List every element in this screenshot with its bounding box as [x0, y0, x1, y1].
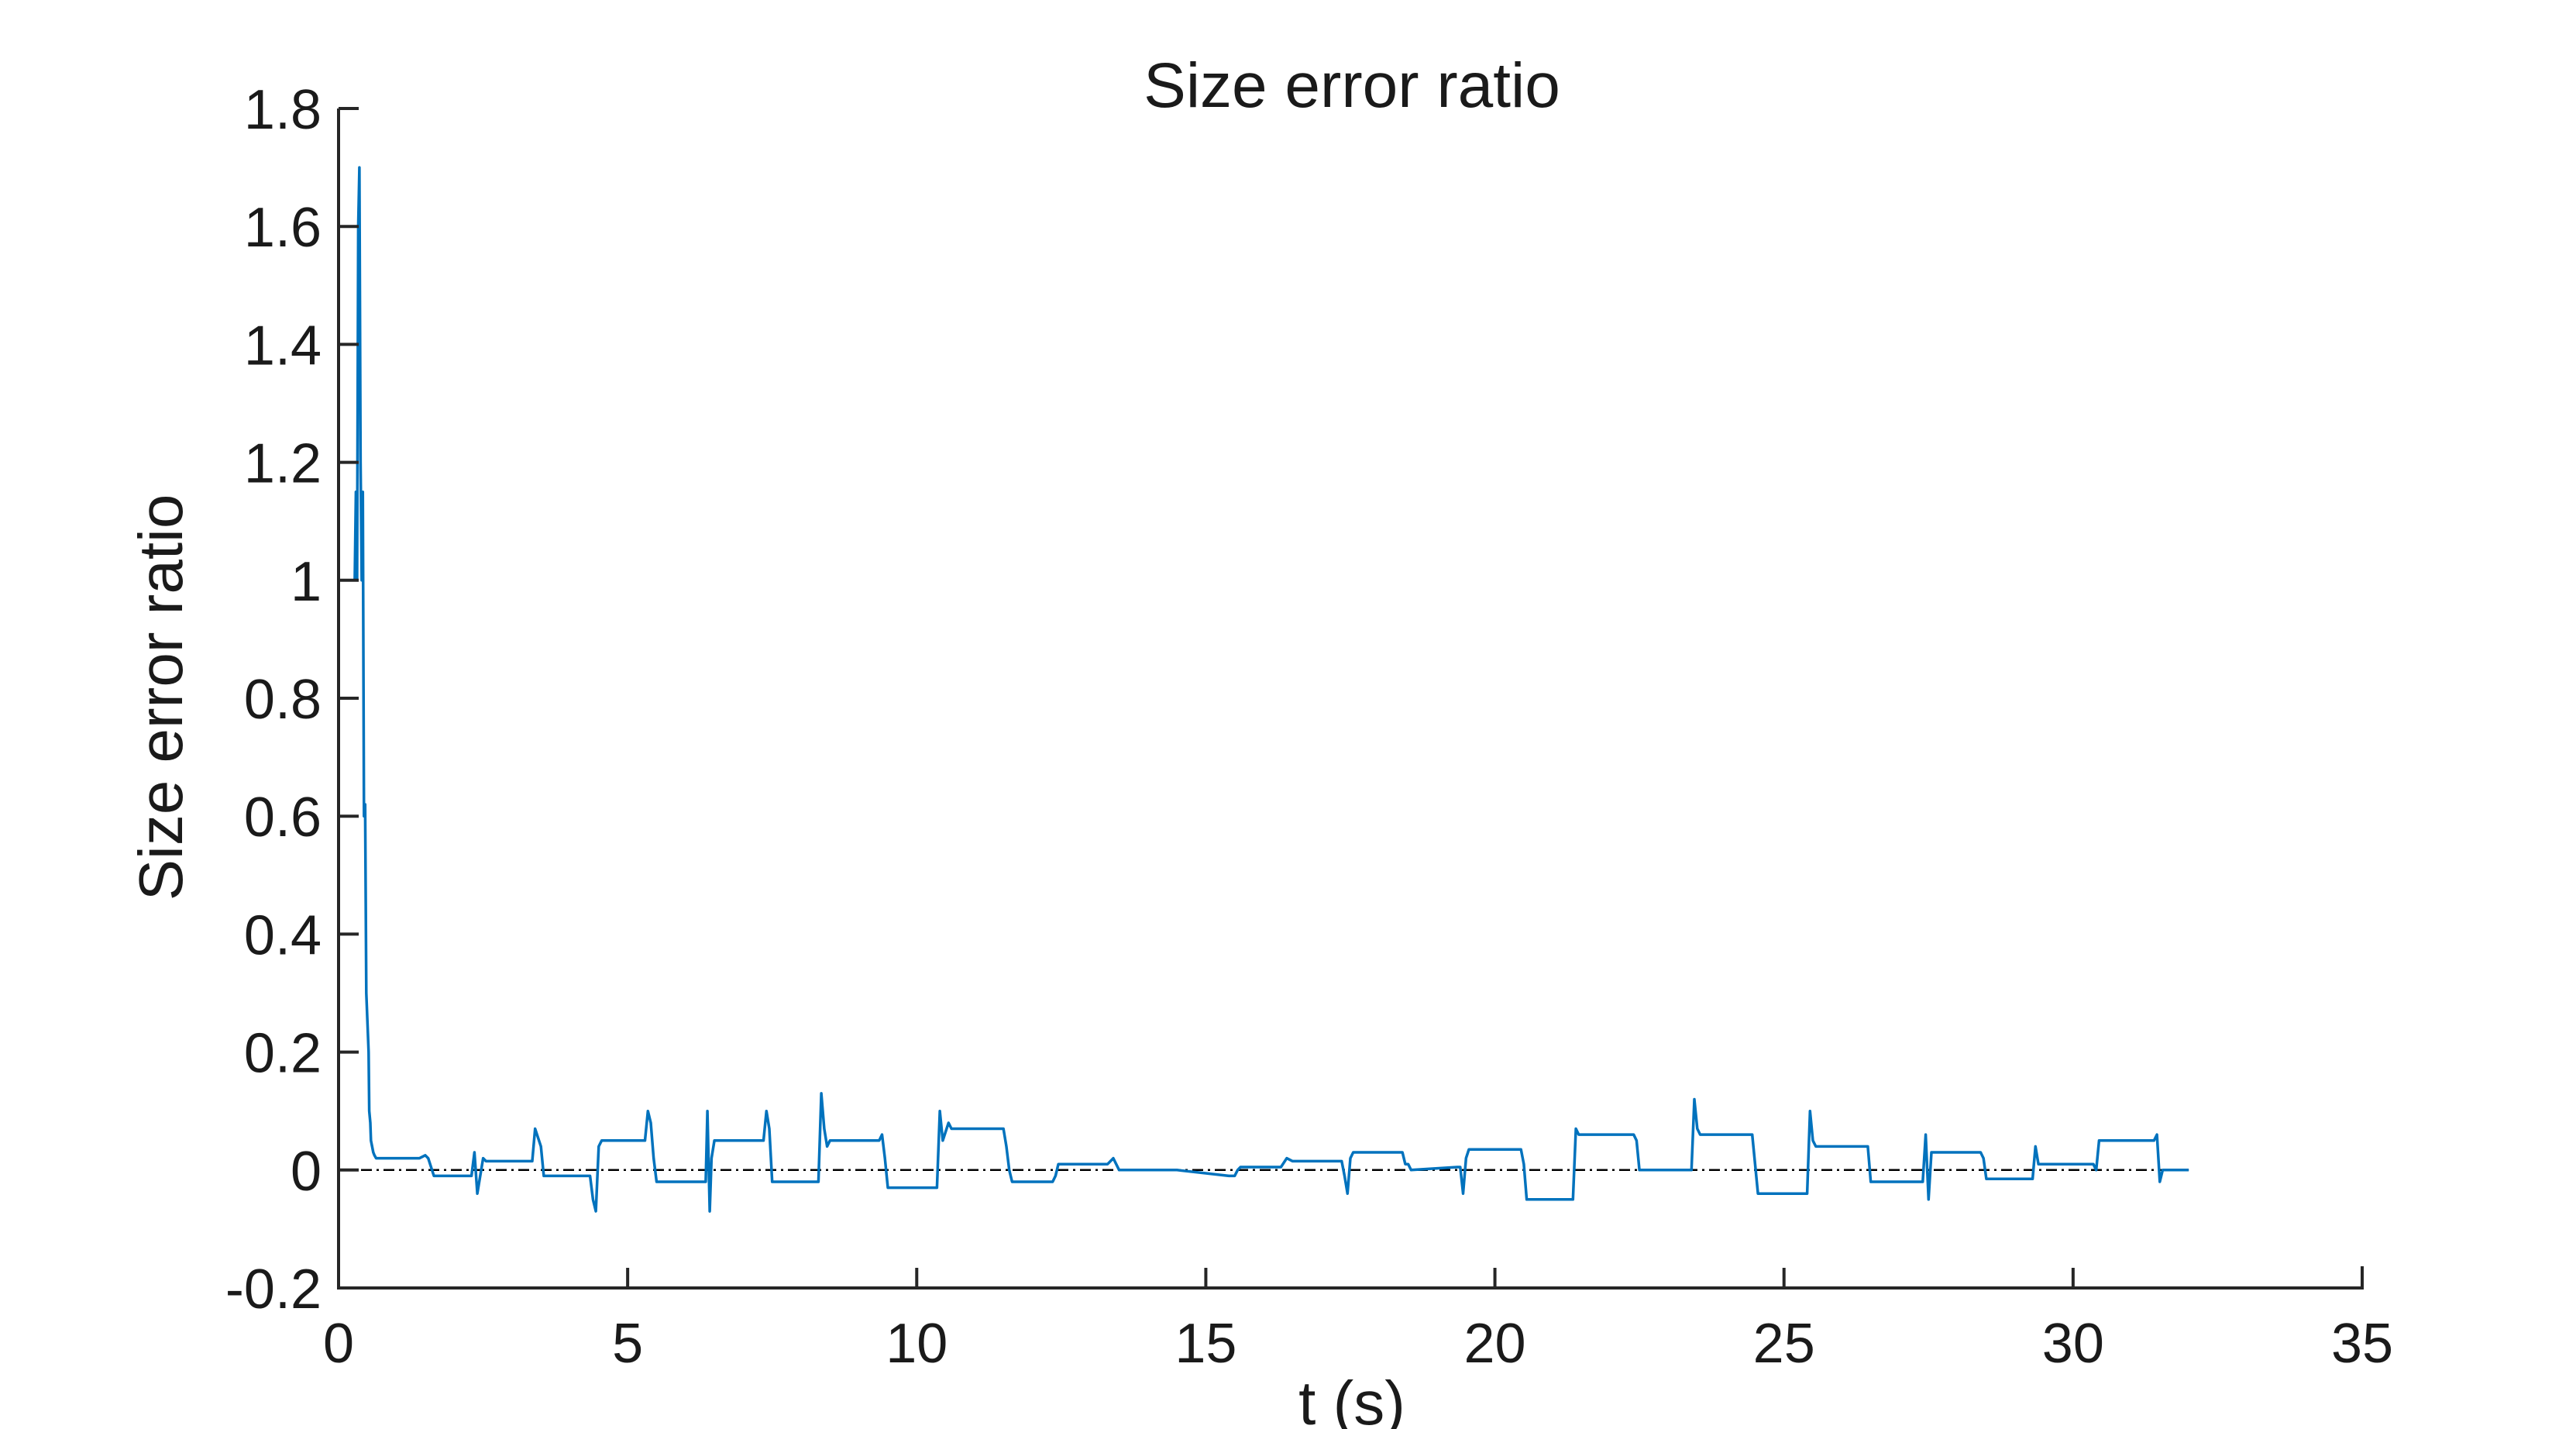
y-tick-label: 0.2: [244, 1023, 322, 1085]
axes-frame: [337, 108, 2364, 1290]
x-tick-label: 15: [1175, 1313, 1236, 1375]
y-tick-label: -0.2: [225, 1259, 322, 1321]
x-tick-label: 0: [323, 1313, 354, 1375]
y-tick-label: 0.4: [244, 904, 322, 966]
y-tick-label: 0.6: [244, 787, 322, 849]
x-tick-label: 35: [2331, 1313, 2393, 1375]
y-tick-label: 1.2: [244, 433, 322, 495]
x-tick-label: 25: [1753, 1313, 1815, 1375]
y-axis-label: Size error ratio: [126, 494, 195, 901]
series-line-0: [339, 166, 2189, 1213]
x-tick-label: 20: [1464, 1313, 1526, 1375]
plot-area: [339, 166, 2189, 1213]
y-tick-label: 0.8: [244, 669, 322, 731]
x-tick-label: 30: [2042, 1313, 2104, 1375]
x-axis-label: t (s): [1298, 1369, 1405, 1429]
y-axis-ticks: -0.2 0 0.2 0.4 0.6 0.8 1 1.2 1.4 1.6 1.8: [225, 79, 359, 1321]
y-tick-label: 1.6: [244, 197, 322, 259]
y-tick-label: 1.4: [244, 315, 322, 377]
x-tick-label: 10: [886, 1313, 948, 1375]
y-tick-label: 1: [291, 551, 322, 613]
y-tick-label: 0: [291, 1141, 322, 1203]
y-tick-label: 1.8: [244, 79, 322, 141]
x-tick-label: 5: [612, 1313, 643, 1375]
x-axis-ticks: 0 5 10 15 20 25 30 35: [323, 1268, 2393, 1375]
chart-title: Size error ratio: [1144, 50, 1560, 121]
